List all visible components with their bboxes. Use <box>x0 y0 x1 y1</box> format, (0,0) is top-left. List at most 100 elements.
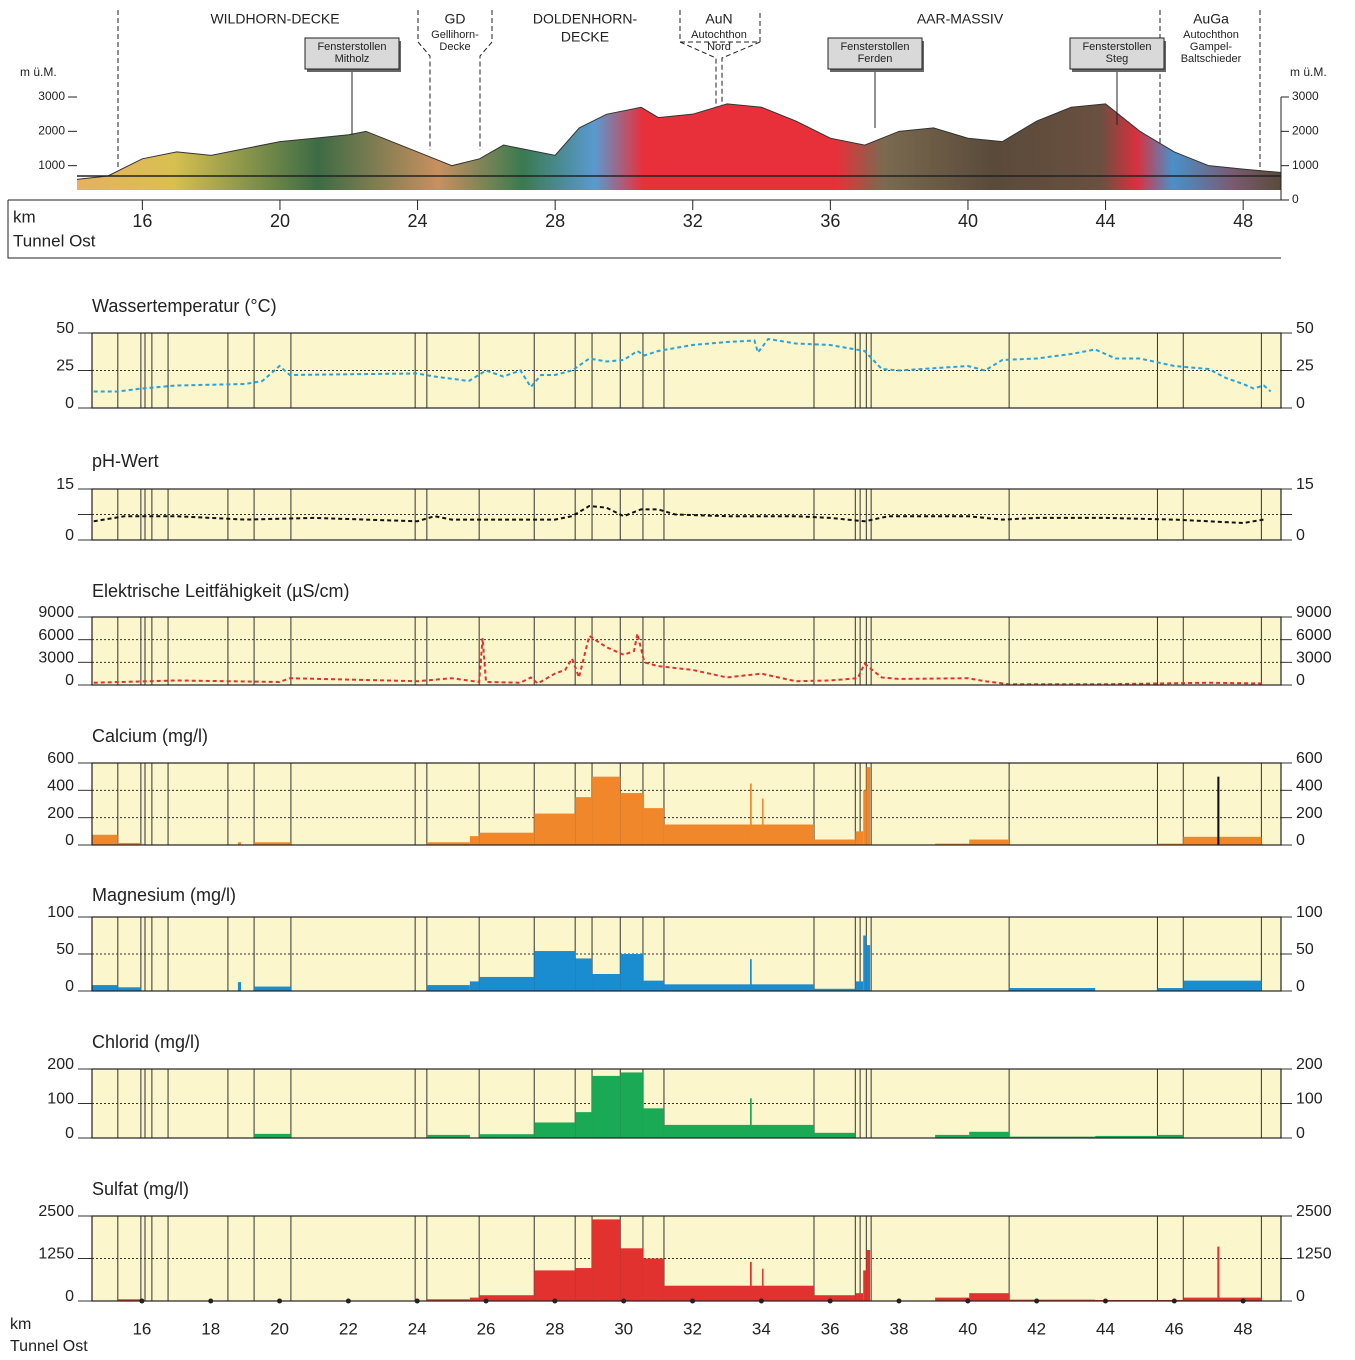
plot-area <box>92 333 1281 408</box>
y-tick-label: 1250 <box>38 1246 74 1263</box>
bar <box>750 959 752 991</box>
x-tick <box>552 1299 557 1304</box>
bar <box>1183 837 1261 845</box>
unit-label: Baltschieder <box>1181 53 1242 65</box>
bar <box>855 831 863 845</box>
bar <box>664 984 814 991</box>
unit-label: DECKE <box>561 29 609 45</box>
bar <box>866 1250 870 1301</box>
y-tick-label: 3000 <box>1292 89 1319 103</box>
y-tick-label: 200 <box>1296 1056 1323 1073</box>
y-tick-label: 0 <box>1296 1125 1305 1142</box>
x-tick-label: 28 <box>545 1319 564 1338</box>
y-tick-label: 25 <box>1296 358 1314 375</box>
unit-label: AuN <box>705 11 732 27</box>
x-tick-label: 38 <box>890 1319 909 1338</box>
x-axis-label: Tunnel Ost <box>13 231 96 250</box>
x-tick <box>415 1299 420 1304</box>
bar <box>969 1132 1009 1138</box>
y-tick-label: 3000 <box>38 89 65 103</box>
x-tick-label: 18 <box>201 1319 220 1338</box>
bar <box>863 790 866 845</box>
bar <box>238 982 241 991</box>
bar <box>534 1270 575 1301</box>
window-label: Mitholz <box>335 53 370 65</box>
y-tick-label: 0 <box>65 527 74 544</box>
y-tick-label: 3000 <box>1296 650 1332 667</box>
y-tick-label: 0 <box>1296 672 1305 689</box>
x-tick-label: 26 <box>477 1319 496 1338</box>
y-tick-label: 50 <box>56 941 74 958</box>
y-tick-label: 15 <box>1296 476 1314 493</box>
y-tick-label: 200 <box>47 805 74 822</box>
x-tick-label: 34 <box>752 1319 771 1338</box>
x-tick <box>621 1299 626 1304</box>
y-tick-label: 0 <box>65 672 74 689</box>
bar <box>427 985 470 991</box>
km-frame <box>8 200 1281 258</box>
y-tick-label: 0 <box>1296 395 1305 412</box>
y-tick-label: 2500 <box>1296 1203 1332 1220</box>
bar <box>643 981 664 991</box>
bar <box>762 799 764 845</box>
x-tick <box>1034 1299 1039 1304</box>
bar <box>620 1248 643 1301</box>
bar <box>750 784 752 846</box>
terrain-fill <box>77 104 1281 190</box>
window-label: Steg <box>1106 53 1129 65</box>
bar <box>855 981 863 991</box>
y-tick-label: 600 <box>47 750 74 767</box>
bar <box>92 835 118 845</box>
bar <box>866 945 870 991</box>
x-tick <box>277 1299 282 1304</box>
y-tick-label: 200 <box>1296 805 1323 822</box>
y-tick-label: 400 <box>47 778 74 795</box>
y-tick-label: 0 <box>1296 527 1305 544</box>
plot-area <box>92 917 1281 991</box>
y-tick-label: 0 <box>65 395 74 412</box>
chart-title: Magnesium (mg/l) <box>92 885 236 905</box>
y-tick-label: 25 <box>56 358 74 375</box>
bar <box>575 1268 592 1301</box>
x-tick-label: 48 <box>1233 211 1253 231</box>
y-tick-label: 0 <box>65 978 74 995</box>
x-tick-label: 22 <box>339 1319 358 1338</box>
bar <box>664 1125 814 1138</box>
x-tick-label: 20 <box>270 1319 289 1338</box>
unit-label: Gampel- <box>1190 41 1233 53</box>
bar <box>643 1108 664 1138</box>
x-tick <box>897 1299 902 1304</box>
bar <box>814 840 855 845</box>
unit-label: DOLDENHORN- <box>533 11 638 27</box>
y-tick-label: 0 <box>65 1288 74 1305</box>
unit-label: Gellihorn- <box>431 29 479 41</box>
unit-label: AAR-MASSIV <box>917 11 1004 27</box>
bar <box>620 954 643 991</box>
bar <box>534 814 575 845</box>
chart-title: Calcium (mg/l) <box>92 726 208 746</box>
figure: m ü.M.m ü.M.0100010002000200030003000162… <box>0 0 1355 1355</box>
bar <box>470 836 479 845</box>
x-tick-label: 20 <box>270 211 290 231</box>
bar <box>814 1295 855 1301</box>
y-tick-label: 400 <box>1296 778 1323 795</box>
y-tick-label: 0 <box>65 1125 74 1142</box>
y-tick-label: 50 <box>1296 941 1314 958</box>
x-tick-label: 44 <box>1096 211 1116 231</box>
bar <box>592 1219 620 1301</box>
window-label: Ferden <box>858 53 893 65</box>
y-tick-label: 2000 <box>1292 124 1319 138</box>
x-tick-label: 28 <box>545 211 565 231</box>
bar <box>643 1259 664 1302</box>
bar <box>863 1270 866 1301</box>
y-tick-label: 0 <box>1296 1288 1305 1305</box>
bar <box>479 833 534 845</box>
bar <box>575 1112 592 1138</box>
x-tick-label: 30 <box>614 1319 633 1338</box>
bar <box>534 1122 575 1138</box>
bar <box>750 1098 752 1138</box>
y-tick-label: 0 <box>1296 832 1305 849</box>
bar <box>863 936 866 992</box>
chart-title: Wassertemperatur (°C) <box>92 296 277 316</box>
bar <box>575 958 592 991</box>
